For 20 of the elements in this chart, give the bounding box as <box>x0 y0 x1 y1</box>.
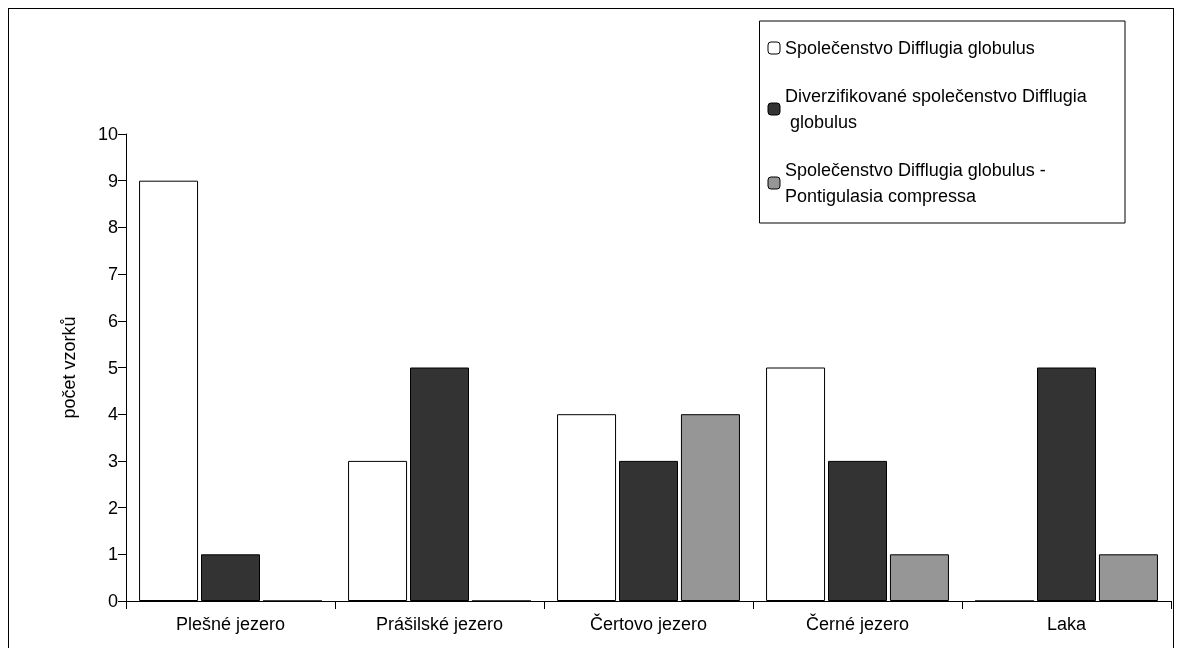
y-tick-label: 3 <box>107 450 118 471</box>
y-tick-label: 8 <box>107 217 118 238</box>
y-tick-label: 9 <box>107 170 118 191</box>
y-tick-label: 4 <box>107 404 118 425</box>
y-tick-label: 10 <box>97 124 118 144</box>
y-tick-label: 7 <box>107 264 118 285</box>
x-tick-label: Prášilské jezero <box>375 614 504 634</box>
y-tick-label: 6 <box>107 310 118 331</box>
y-tick-label: 5 <box>107 357 118 378</box>
x-tick-label: Čertovo jezero <box>589 613 708 634</box>
x-tick-label: Černé jezero <box>805 613 910 634</box>
y-tick-label: 0 <box>107 591 118 611</box>
x-tick-label: Plešné jezero <box>175 614 286 634</box>
legend-label: Diverzifikované společenstvo Difflugia globulus <box>785 86 1088 132</box>
legend-label: Společenstvo Difflugia globulus <box>785 38 1035 58</box>
x-tick-label: Laka <box>1046 614 1087 634</box>
y-tick-label: 2 <box>107 497 118 518</box>
y-axis-title: počet vzorků <box>59 316 79 419</box>
y-tick-label: 1 <box>107 544 118 565</box>
legend-label: Společenstvo Difflugia globulus - Pontigulasia compressa <box>785 160 1051 206</box>
